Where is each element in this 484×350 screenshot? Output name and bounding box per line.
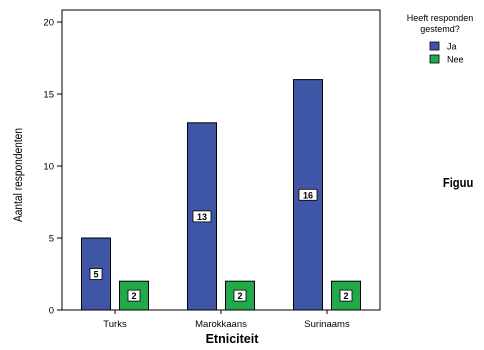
data-label-box [127,289,141,302]
x-tick-label: Marokkaans [195,319,247,330]
figure-caption-fragment: Figuu [443,175,473,190]
legend-swatch-ja [429,41,440,51]
x-axis-label: Etniciteit [206,332,260,345]
legend-title: Heeft responden [407,13,474,23]
data-label-box [89,268,103,280]
data-label-box [298,188,318,201]
chart-axes: 0 5 10 15 20 Turks Marokkaans Surinaams [43,9,381,330]
data-label: 2 [237,291,242,301]
chart-bars [81,79,361,311]
x-tick-label: Turks [103,319,127,330]
data-label-box [233,289,247,302]
y-tick-label: 5 [49,234,54,245]
y-axis-label: Aantal respondenten [12,128,25,222]
chart-data-labels: 5 2 13 2 16 2 [89,188,353,302]
data-label: 2 [131,291,136,301]
legend-swatch-nee [429,54,440,64]
data-label: 13 [197,212,207,222]
y-tick-label: 0 [49,306,54,317]
legend-entry-nee: Nee [447,55,464,65]
y-tick-label: 15 [43,90,54,101]
y-tick-label: 20 [43,18,54,29]
y-tick-label: 10 [43,162,54,173]
legend-entry-ja: Ja [447,42,457,52]
legend-title: gestemd? [420,24,460,34]
data-label-box [339,289,353,302]
bar-ja [187,122,217,311]
data-label: 5 [93,270,98,280]
data-label-box [192,210,212,223]
x-tick-label: Surinaams [304,319,350,330]
data-label: 2 [343,291,348,301]
data-label: 16 [303,190,313,200]
